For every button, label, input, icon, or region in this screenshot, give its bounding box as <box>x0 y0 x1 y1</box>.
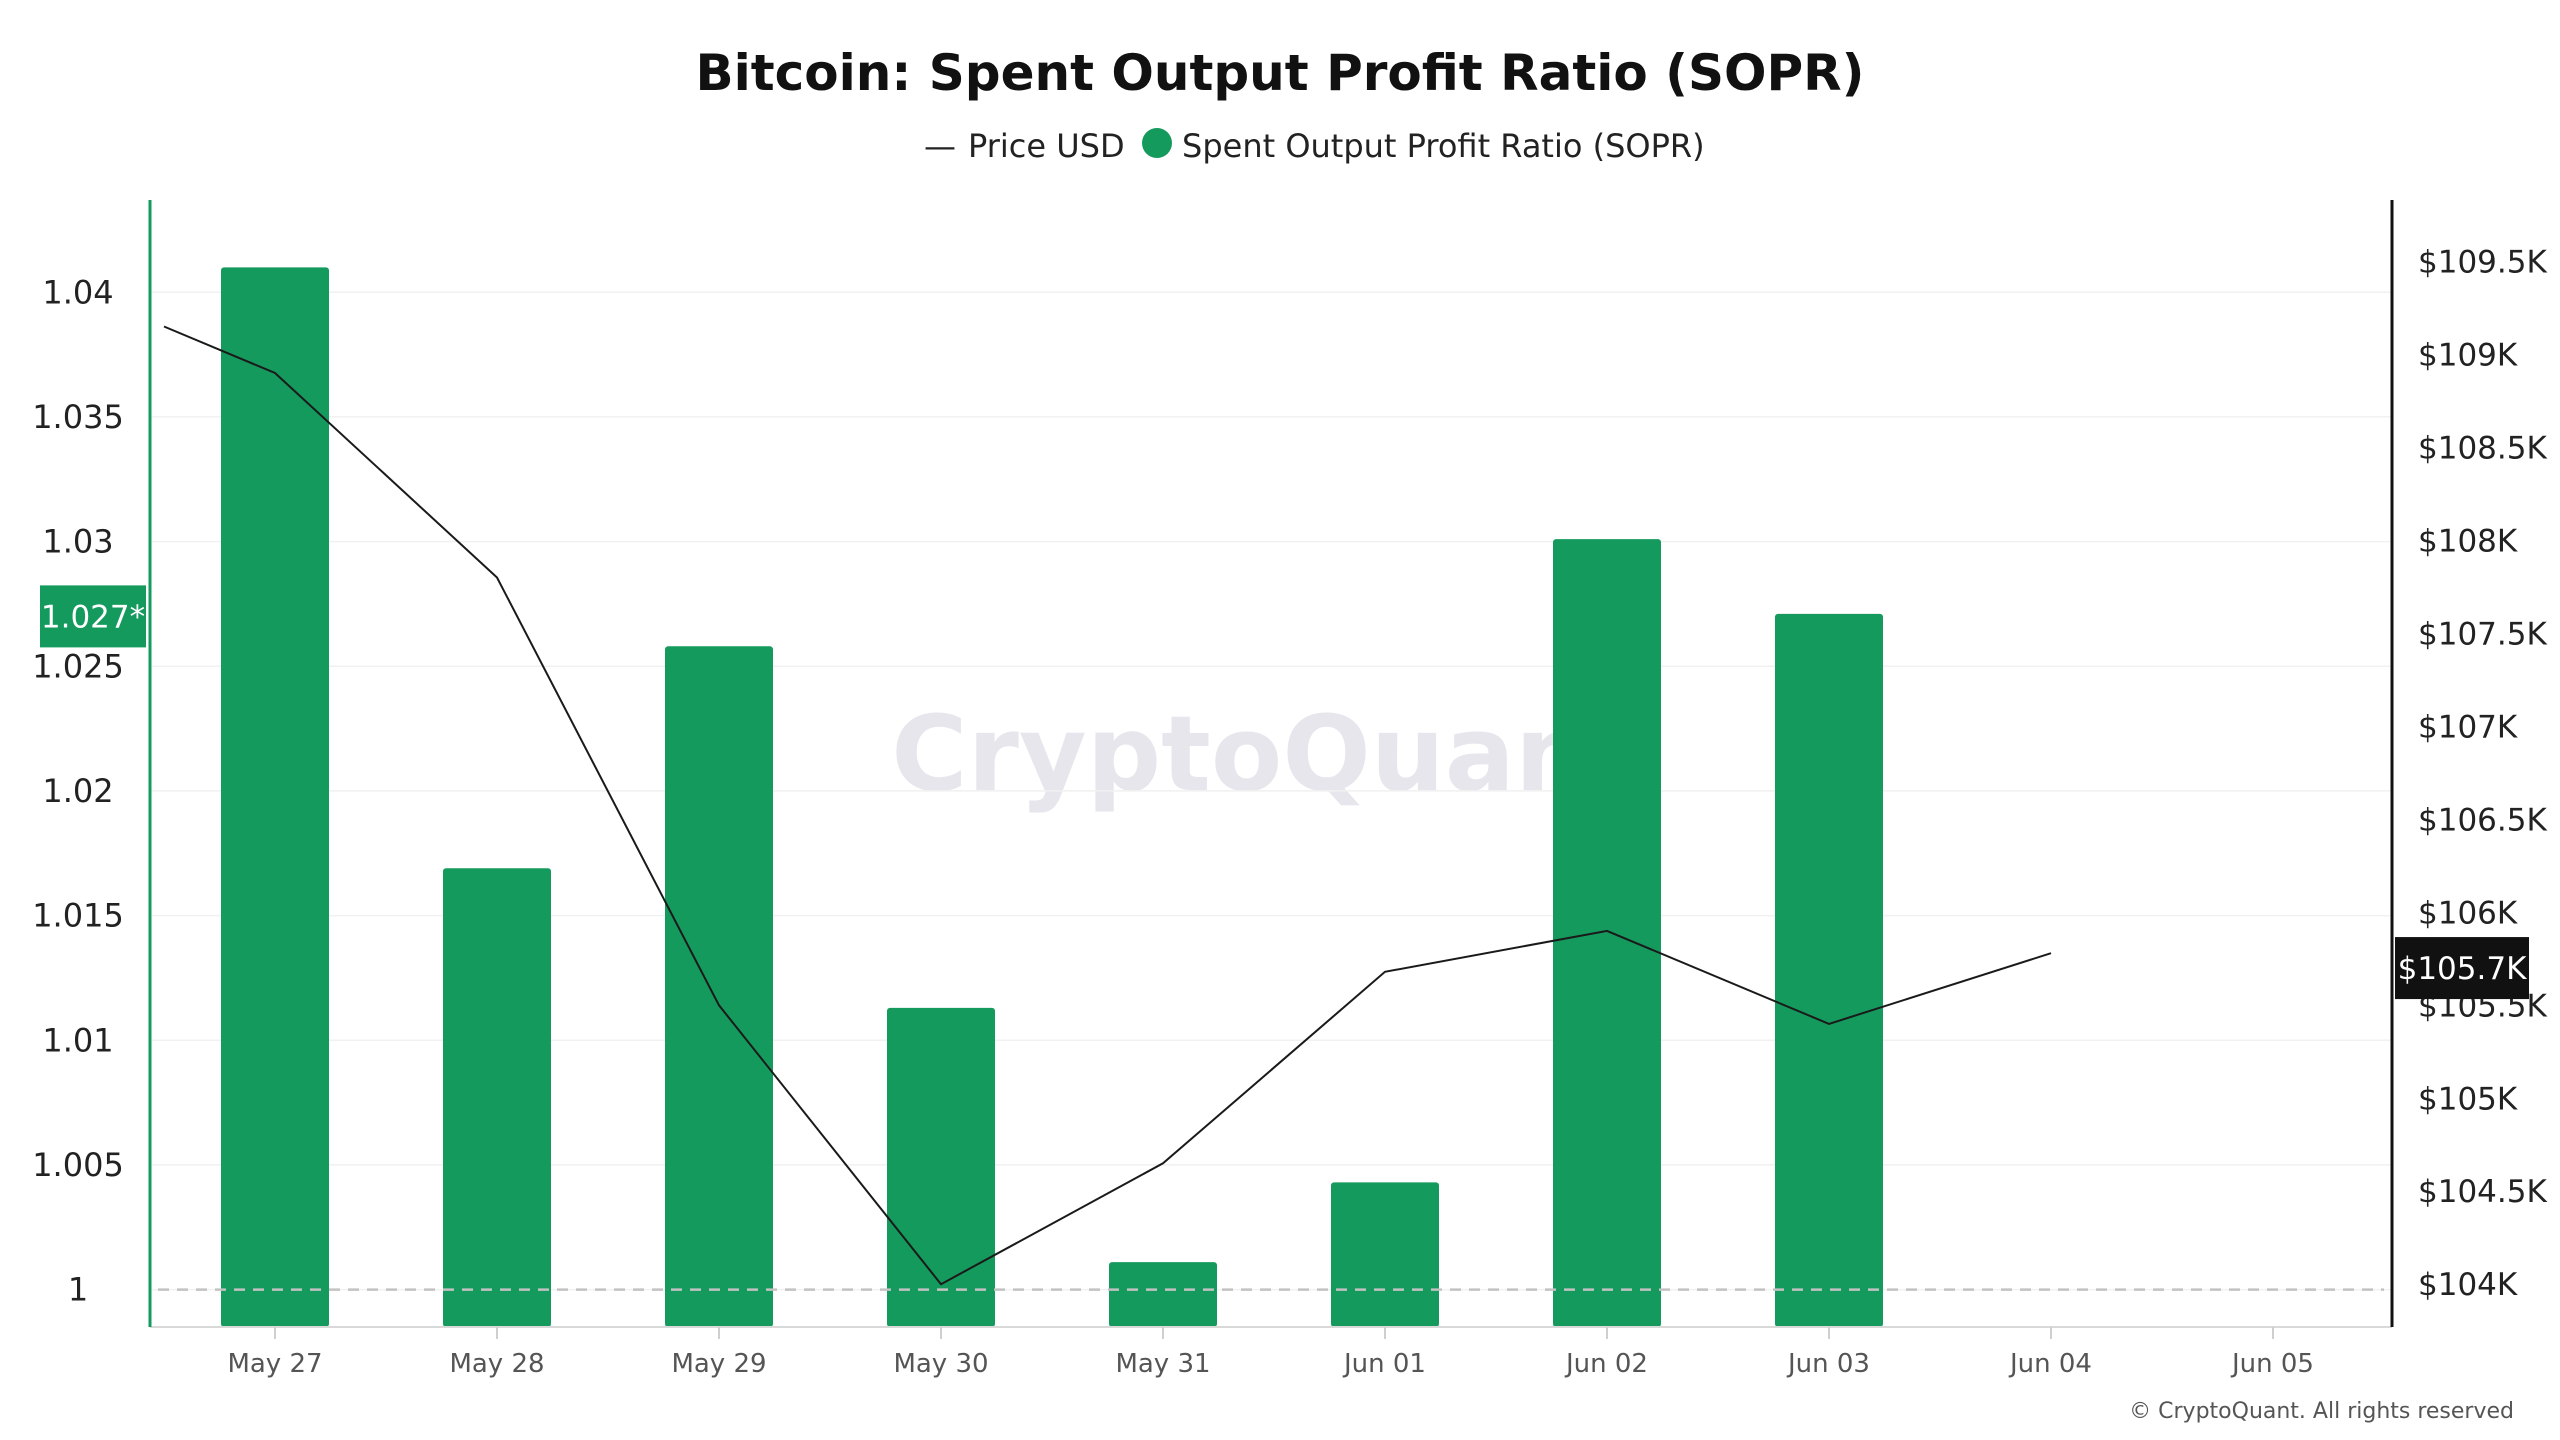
legend: — Price USD Spent Output Profit Ratio (S… <box>924 127 1705 165</box>
right-tick-label: $105K <box>2418 1081 2518 1117</box>
legend-label-price: Price USD <box>968 127 1125 165</box>
right-tick-label: $109.5K <box>2418 244 2547 280</box>
left-tick-label: 1.035 <box>32 398 124 436</box>
sopr-bar <box>887 1007 995 1327</box>
sopr-bar <box>1775 613 1883 1327</box>
copyright-footer: © CryptoQuant. All rights reserved <box>2129 1399 2514 1424</box>
price-line <box>163 325 2052 1286</box>
left-tick-label: 1.015 <box>32 897 124 935</box>
left-tick-label: 1.01 <box>42 1021 113 1059</box>
legend-symbol-sopr <box>1142 128 1172 158</box>
left-tick-label: 1.005 <box>32 1146 124 1184</box>
right-tick-label: $104K <box>2418 1267 2518 1303</box>
x-tick-label: May 27 <box>227 1349 322 1379</box>
right-axis-ticks: $104K$104.5K$105K$105.5K$106K$106.5K$107… <box>2418 244 2547 1303</box>
x-tick-label: Jun 04 <box>2008 1349 2092 1379</box>
sopr-bar <box>1331 1182 1439 1327</box>
left-tick-label: 1.025 <box>32 647 124 685</box>
sopr-bar <box>1109 1262 1217 1327</box>
x-tick-label: Jun 05 <box>2230 1349 2314 1379</box>
right-tick-label: $108K <box>2418 523 2518 559</box>
watermark: CryptoQuant <box>891 693 1638 815</box>
x-tick-label: May 28 <box>449 1349 544 1379</box>
right-tick-label: $106.5K <box>2418 802 2547 838</box>
sopr-bars <box>221 267 1883 1327</box>
current-sopr-badge-bg <box>40 585 146 648</box>
left-axis-ticks: 1 1.005 1.01 1.015 1.02 1.025 1.03 1.035 1.04 <box>32 273 124 1308</box>
right-tick-label: $108.5K <box>2418 430 2547 466</box>
right-tick-label: $107K <box>2418 709 2518 745</box>
left-tick-label: 1.02 <box>42 772 113 810</box>
x-axis-ticks: May 27 May 28 May 29 May 30 May 31 Jun 01 Jun … <box>227 1327 2314 1379</box>
current-price-badge-bg <box>2395 937 2529 1000</box>
left-tick-label: 1 <box>68 1271 88 1309</box>
chart-title: Bitcoin: Spent Output Profit Ratio (SOPR… <box>695 44 1864 102</box>
current-sopr-label: 1.027* <box>41 599 145 635</box>
sopr-bar <box>1553 539 1661 1327</box>
current-price-label: $105.7K <box>2398 951 2527 987</box>
x-tick-label: Jun 03 <box>1786 1349 1870 1379</box>
sopr-bar <box>443 868 551 1327</box>
x-tick-label: May 30 <box>893 1349 988 1379</box>
x-tick-label: May 29 <box>671 1349 766 1379</box>
x-tick-label: Jun 02 <box>1564 1349 1648 1379</box>
x-tick-label: May 31 <box>1115 1349 1210 1379</box>
current-price-badge: $105.7K <box>2395 937 2529 1000</box>
sopr-bar <box>665 646 773 1327</box>
x-tick-label: Jun 01 <box>1342 1349 1426 1379</box>
legend-symbol-price: — <box>924 127 956 165</box>
right-tick-label: $107.5K <box>2418 616 2547 652</box>
left-tick-label: 1.04 <box>42 273 113 311</box>
right-tick-label: $106K <box>2418 895 2518 931</box>
current-sopr-badge: 1.027* <box>40 585 146 648</box>
legend-label-sopr: Spent Output Profit Ratio (SOPR) <box>1182 127 1705 165</box>
sopr-bar <box>221 267 329 1327</box>
right-tick-label: $109K <box>2418 337 2518 373</box>
left-tick-label: 1.03 <box>42 523 113 561</box>
right-tick-label: $104.5K <box>2418 1174 2547 1210</box>
